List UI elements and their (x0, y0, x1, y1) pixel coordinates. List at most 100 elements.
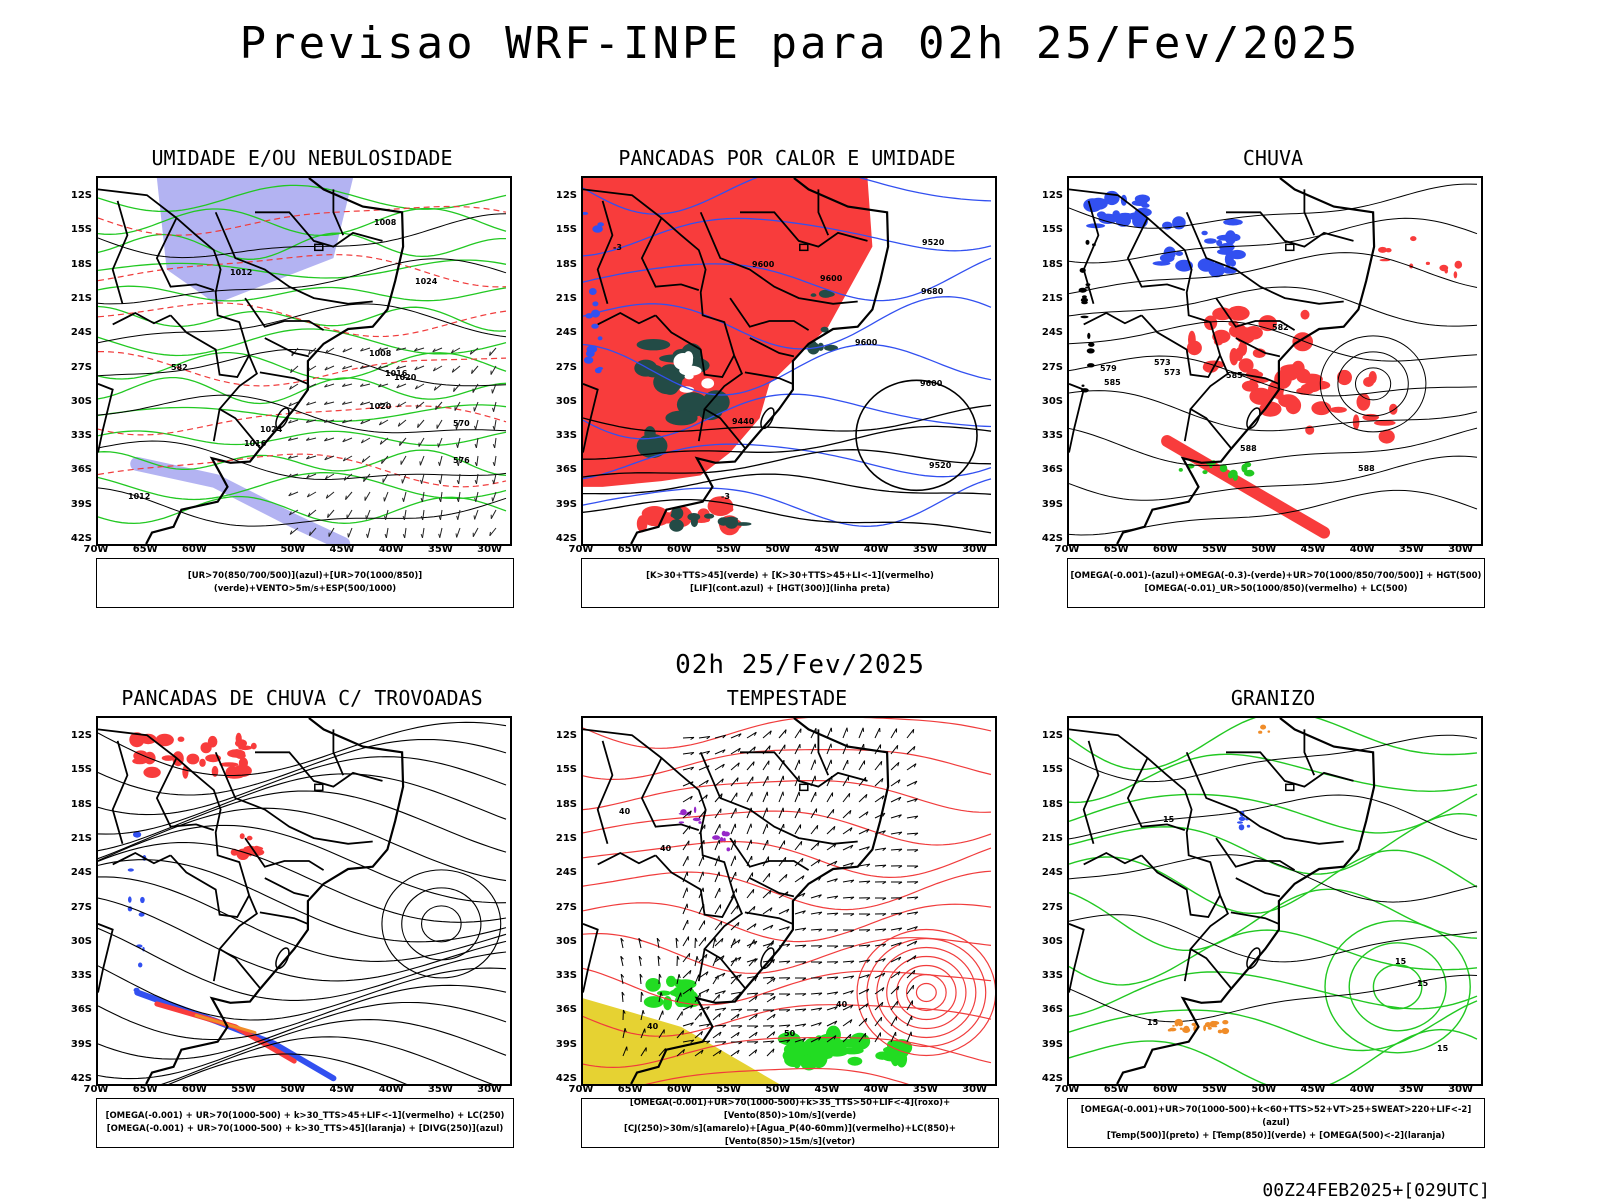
main-title: Previsao WRF-INPE para 02h 25/Fev/2025 (0, 18, 1600, 69)
lat-tick-label: 27S (66, 902, 92, 913)
legend-line: [CJ(250)>30m/s](amarelo)+[Agua_P(40-60mm… (582, 1123, 998, 1149)
contour-label: 1012 (230, 268, 252, 277)
contour-label: 1008 (369, 349, 392, 358)
lon-tick-label: 70W (1052, 544, 1082, 555)
lat-tick-label: 21S (551, 293, 577, 304)
lon-tick-label: 50W (1249, 1084, 1279, 1095)
map-pancadas-trovoadas (96, 716, 512, 1086)
contour-label: 1020 (369, 402, 392, 411)
lat-tick-label: 39S (66, 1039, 92, 1050)
lat-tick-label: 39S (551, 499, 577, 510)
lat-tick-label: 21S (1037, 833, 1063, 844)
lat-tick-label: 42S (551, 533, 577, 544)
lat-tick-label: 18S (551, 259, 577, 270)
legend-line: [OMEGA(-0.001)+UR>70(1000-500)+k<60+TTS>… (1068, 1104, 1484, 1130)
lat-tick-label: 24S (66, 867, 92, 878)
lon-tick-label: 65W (615, 1084, 645, 1095)
lat-tick-label: 30S (551, 936, 577, 947)
contour-label: 9600 (820, 274, 843, 283)
lon-tick-label: 45W (1298, 1084, 1328, 1095)
lat-tick-label: 12S (1037, 190, 1063, 201)
lon-tick-label: 50W (278, 544, 308, 555)
lat-tick-label: 27S (66, 362, 92, 373)
lat-tick-label: 39S (1037, 499, 1063, 510)
lat-tick-label: 21S (66, 293, 92, 304)
lat-tick-label: 30S (66, 936, 92, 947)
lat-tick-label: 42S (1037, 1073, 1063, 1084)
lat-tick-label: 15S (1037, 764, 1063, 775)
lon-tick-label: 60W (179, 544, 209, 555)
lat-tick-label: 27S (551, 362, 577, 373)
legend-line: [OMEGA(-0.001)+UR>70(1000-500)+k>35_TTS>… (582, 1097, 998, 1123)
lon-tick-label: 45W (1298, 544, 1328, 555)
lon-tick-label: 55W (714, 544, 744, 555)
lon-tick-label: 60W (664, 544, 694, 555)
lon-tick-label: 60W (179, 1084, 209, 1095)
lon-tick-label: 50W (763, 1084, 793, 1095)
lon-tick-label: 70W (566, 1084, 596, 1095)
contour-label: 15 (1417, 979, 1429, 988)
lon-tick-label: 70W (81, 544, 111, 555)
lon-tick-label: 40W (861, 544, 891, 555)
lat-tick-label: 15S (1037, 224, 1063, 235)
contour-label: 15 (1395, 957, 1407, 966)
contour-label: 9520 (922, 238, 945, 247)
lat-tick-label: 24S (1037, 327, 1063, 338)
lat-tick-label: 33S (66, 970, 92, 981)
contour-label: 576 (453, 456, 470, 465)
contour-label: 50 (784, 1029, 796, 1038)
lat-tick-label: 30S (66, 396, 92, 407)
lon-tick-label: 30W (1446, 544, 1476, 555)
contour-label: 9600 (920, 379, 943, 388)
lon-tick-label: 40W (861, 1084, 891, 1095)
lat-tick-label: 12S (551, 730, 577, 741)
lat-tick-label: 27S (551, 902, 577, 913)
lon-tick-label: 30W (475, 544, 505, 555)
contour-label: 40 (619, 807, 631, 816)
lat-tick-label: 15S (551, 224, 577, 235)
contour-label: 1008 (374, 218, 397, 227)
legend-line: [LIF](cont.azul) + [HGT(300)](linha pret… (582, 583, 998, 596)
lon-tick-label: 65W (130, 1084, 160, 1095)
lon-tick-label: 70W (566, 544, 596, 555)
contour-label: 1024 (415, 277, 438, 286)
lat-tick-label: 21S (551, 833, 577, 844)
lat-tick-label: 18S (1037, 799, 1063, 810)
lon-tick-label: 40W (376, 544, 406, 555)
contour-label: 15 (1147, 1018, 1159, 1027)
legend-line: [K>30+TTS>45](verde) + [K>30+TTS>45+LI<-… (582, 570, 998, 583)
lon-tick-label: 65W (1101, 1084, 1131, 1095)
legend-umidade: [UR>70(850/700/500)](azul)+[UR>70(1000/8… (96, 558, 514, 608)
lat-tick-label: 30S (1037, 396, 1063, 407)
contour-label: 573 (1164, 368, 1181, 377)
lon-tick-label: 30W (960, 1084, 990, 1095)
panel-title-granizo: GRANIZO (1063, 686, 1483, 710)
contour-label: 588 (1240, 444, 1257, 453)
legend-granizo: [OMEGA(-0.001)+UR>70(1000-500)+k<60+TTS>… (1067, 1098, 1485, 1148)
lon-tick-label: 65W (1101, 544, 1131, 555)
lat-tick-label: 36S (1037, 464, 1063, 475)
contour-label: 1012 (128, 492, 150, 501)
legend-line: [OMEGA(-0.001)-(azul)+OMEGA(-0.3)-(verde… (1068, 570, 1484, 583)
lon-tick-label: 35W (910, 1084, 940, 1095)
legend-tempestade: [OMEGA(-0.001)+UR>70(1000-500)+k>35_TTS>… (581, 1098, 999, 1148)
lon-tick-label: 50W (1249, 544, 1279, 555)
contour-label: 15 (1437, 1044, 1449, 1053)
lon-tick-label: 65W (130, 544, 160, 555)
map-canvas-umidade: 1012101210161016102010201024102410081008… (98, 178, 510, 544)
lon-tick-label: 35W (1396, 544, 1426, 555)
lon-tick-label: 45W (812, 1084, 842, 1095)
contour-label: 573 (1154, 358, 1171, 367)
lat-tick-label: 18S (1037, 259, 1063, 270)
lon-tick-label: 55W (1200, 1084, 1230, 1095)
panel-title-chuva: CHUVA (1063, 146, 1483, 170)
lat-tick-label: 36S (66, 1004, 92, 1015)
contour-label: 9440 (732, 417, 755, 426)
lat-tick-label: 15S (66, 764, 92, 775)
lon-tick-label: 40W (1347, 1084, 1377, 1095)
